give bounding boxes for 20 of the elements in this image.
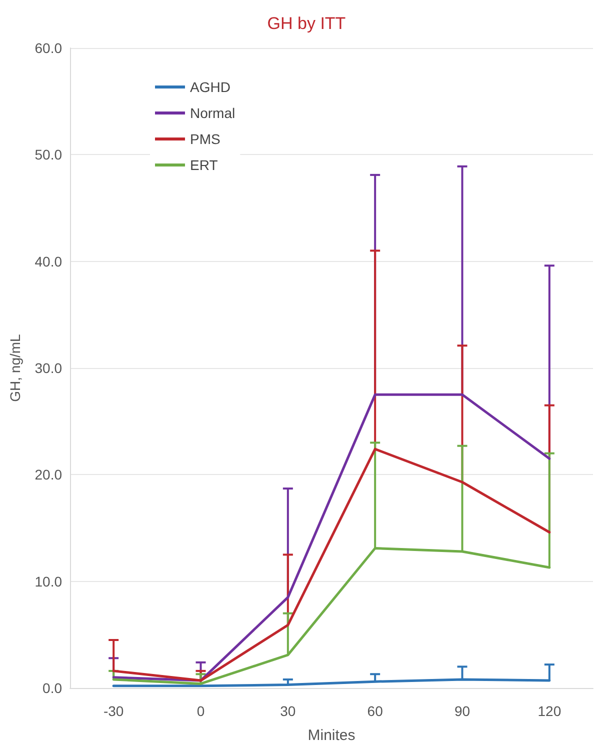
- legend-label: AGHD: [190, 79, 230, 95]
- x-axis-title: Minites: [308, 727, 356, 744]
- x-tick-label: 30: [280, 703, 296, 719]
- y-tick-label: 60.0: [34, 40, 62, 56]
- legend-label: Normal: [190, 105, 236, 121]
- y-axis-title: GH, ng/mL: [7, 334, 23, 402]
- x-tick-label: 0: [196, 703, 205, 719]
- x-tick-label: -30: [103, 703, 124, 719]
- y-tick-label: 30.0: [34, 360, 62, 376]
- x-tick-label: 60: [367, 703, 384, 719]
- y-tick-label: 40.0: [34, 253, 62, 270]
- y-tick-label: 10.0: [34, 573, 62, 590]
- y-tick-label: 50.0: [34, 146, 62, 163]
- y-tick-label: 0.0: [42, 680, 62, 696]
- x-tick-label: 120: [538, 703, 562, 719]
- y-tick-label: 20.0: [34, 466, 62, 483]
- chart-title: GH by ITT: [267, 14, 346, 33]
- legend-label: PMS: [190, 131, 220, 147]
- x-tick-label: 90: [454, 703, 470, 719]
- legend-label: ERT: [190, 157, 218, 173]
